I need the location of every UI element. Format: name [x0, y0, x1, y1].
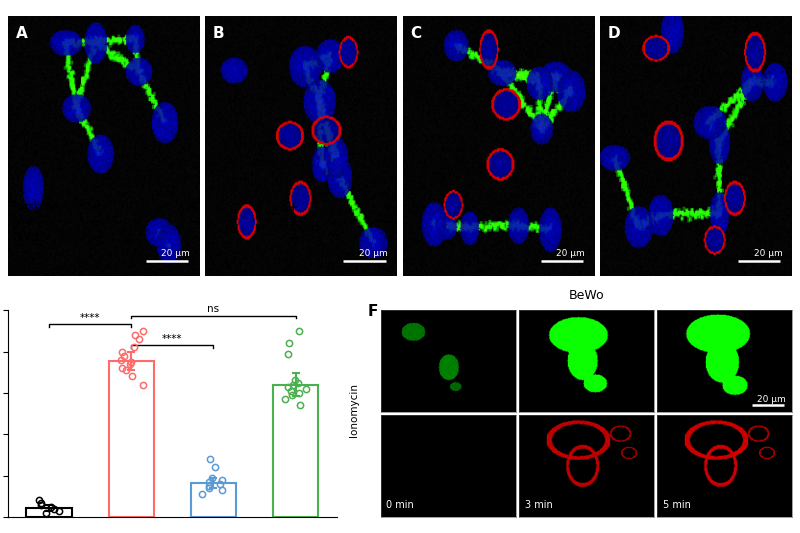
Text: +: +	[288, 216, 298, 229]
Text: −: −	[44, 531, 54, 533]
Text: −: −	[189, 216, 199, 229]
Text: Forskolin: Forskolin	[12, 202, 58, 212]
Text: +: +	[208, 531, 218, 533]
Text: −: −	[90, 231, 100, 245]
Text: +: +	[383, 201, 394, 214]
Text: 20 μm: 20 μm	[358, 249, 387, 258]
Text: 0 min: 0 min	[386, 500, 414, 510]
Text: 20 μm: 20 μm	[757, 395, 786, 404]
Text: Q-VD: Q-VD	[12, 233, 38, 243]
Text: 5 min: 5 min	[662, 500, 690, 510]
Text: ****: ****	[80, 312, 101, 322]
Bar	[26, 508, 72, 517]
Text: +: +	[126, 531, 137, 533]
Text: ns: ns	[207, 304, 219, 314]
Text: −: −	[383, 216, 394, 229]
Bar	[273, 385, 318, 517]
Bar	[191, 483, 236, 517]
Text: −: −	[90, 201, 100, 214]
Text: 20 μm: 20 μm	[162, 249, 190, 258]
Text: F: F	[368, 304, 378, 319]
Text: −: −	[90, 216, 100, 229]
Text: 3 min: 3 min	[525, 500, 552, 510]
Text: −: −	[288, 231, 298, 245]
Bar	[109, 361, 154, 517]
Text: 20 μm: 20 μm	[556, 249, 585, 258]
Text: B: B	[213, 27, 225, 42]
Text: 20 μm: 20 μm	[754, 249, 782, 258]
Text: BeWo: BeWo	[569, 289, 604, 302]
Text: +: +	[383, 231, 394, 245]
Text: +: +	[290, 531, 301, 533]
Text: +: +	[288, 201, 298, 214]
Text: D: D	[608, 27, 621, 42]
Text: A: A	[16, 27, 27, 42]
Text: ****: ****	[162, 334, 182, 344]
Text: AnV: AnV	[12, 217, 33, 227]
Text: +: +	[189, 201, 199, 214]
Text: Ionomycin: Ionomycin	[349, 383, 359, 437]
Text: C: C	[410, 27, 422, 42]
Text: −: −	[189, 231, 199, 245]
